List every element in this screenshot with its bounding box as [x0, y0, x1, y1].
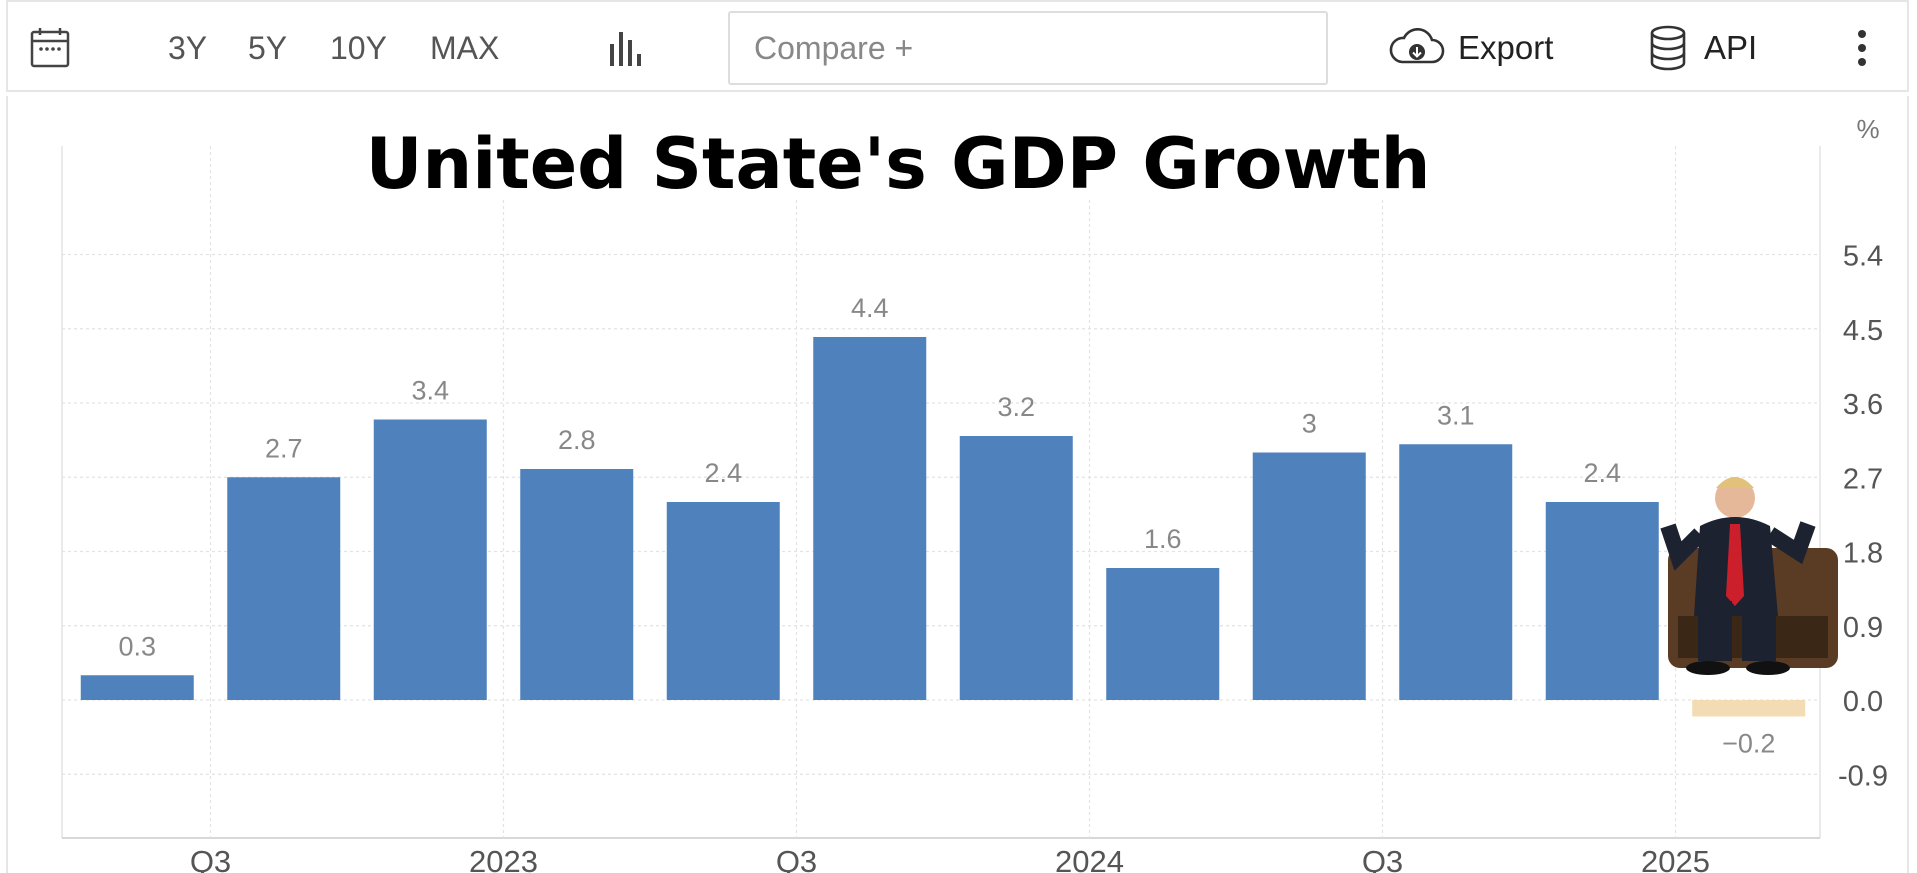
y-tick-label: 2.7 — [1843, 463, 1883, 495]
bar[interactable] — [666, 502, 780, 700]
range-10y-button[interactable]: 10Y — [330, 29, 387, 66]
bars — [80, 337, 1806, 717]
bar[interactable] — [1252, 452, 1366, 701]
y-unit-label: % — [1856, 114, 1879, 144]
bar[interactable] — [813, 337, 927, 700]
y-tick-label: -0.9 — [1838, 760, 1888, 792]
y-tick-label: 0.9 — [1843, 612, 1883, 644]
bar[interactable] — [227, 477, 341, 700]
api-button[interactable]: API — [1648, 2, 1757, 94]
bar-value-label: 2.4 — [1583, 458, 1621, 488]
bar-value-label: 4.4 — [851, 293, 889, 323]
bar[interactable] — [373, 419, 487, 701]
cloud-download-icon — [1389, 28, 1445, 64]
bar[interactable] — [959, 436, 1073, 700]
x-tick-label: 2023 — [469, 844, 538, 873]
bar-value-label: 0.3 — [118, 631, 156, 661]
range-3y-button[interactable]: 3Y — [168, 29, 208, 66]
bar-value-label: 3.2 — [997, 392, 1035, 422]
bar-value-label: 3.1 — [1437, 400, 1475, 430]
chart-area: 0.3 2.7 3.4 2.8 2.4 4.4 3.2 1.6 3 3.1 2.4 −0.2 5.4 4… — [6, 96, 1909, 873]
database-icon — [1650, 25, 1686, 71]
bar[interactable] — [520, 469, 634, 700]
y-tick-label: 4.5 — [1843, 315, 1883, 347]
chart-type-button[interactable] — [608, 2, 642, 94]
calendar-button[interactable] — [30, 2, 70, 94]
x-tick-label: Q3 — [190, 844, 231, 873]
api-label: API — [1704, 29, 1758, 66]
more-vertical-icon — [1858, 30, 1866, 66]
bar[interactable] — [1399, 444, 1513, 700]
export-button[interactable]: Export — [1388, 2, 1553, 94]
bar[interactable] — [1545, 502, 1659, 700]
bar-value-label: 3 — [1302, 409, 1317, 439]
grid — [61, 146, 1821, 839]
range-max-button[interactable]: MAX — [430, 29, 500, 66]
x-tick-label: 2024 — [1055, 844, 1124, 873]
bar[interactable] — [1106, 568, 1220, 700]
bar[interactable] — [1692, 700, 1806, 717]
bar-value-label: 2.8 — [558, 425, 596, 455]
x-axis: Q3 2023 Q3 2024 Q3 2025 — [190, 844, 1710, 873]
x-tick-label: Q3 — [776, 844, 817, 873]
bar-value-label: 2.4 — [704, 458, 742, 488]
export-label: Export — [1458, 29, 1554, 66]
y-tick-label: 3.6 — [1843, 389, 1883, 421]
bar[interactable] — [80, 675, 194, 700]
y-axis: 5.4 4.5 3.6 2.7 1.8 0.9 0.0 -0.9 — [1838, 241, 1888, 793]
bar-chart-icon — [610, 32, 641, 66]
y-tick-label: 0.0 — [1843, 686, 1883, 718]
chart-toolbar: 3Y 5Y 10Y MAX Compare + Export API — [6, 0, 1909, 92]
figure-sticker — [1660, 477, 1838, 675]
bar-value-label: 1.6 — [1144, 524, 1182, 554]
gdp-bar-chart: 0.3 2.7 3.4 2.8 2.4 4.4 3.2 1.6 3 3.1 2.4 −0.2 5.4 4… — [61, 114, 1888, 873]
bar-value-label: −0.2 — [1722, 729, 1775, 759]
range-5y-button[interactable]: 5Y — [248, 29, 288, 66]
value-labels: 0.3 2.7 3.4 2.8 2.4 4.4 3.2 1.6 3 3.1 2.4 −0.2 — [118, 293, 1775, 759]
x-tick-label: 2025 — [1641, 844, 1710, 873]
bar-value-label: 2.7 — [265, 433, 303, 463]
calendar-icon — [30, 28, 70, 68]
y-tick-label: 1.8 — [1843, 538, 1883, 570]
bar-value-label: 3.4 — [411, 376, 449, 406]
y-tick-label: 5.4 — [1843, 241, 1883, 273]
compare-input[interactable]: Compare + — [728, 11, 1328, 85]
more-options-button[interactable] — [1856, 2, 1868, 94]
chart-title: United State's GDP Growth — [366, 123, 1431, 205]
x-tick-label: Q3 — [1362, 844, 1403, 873]
